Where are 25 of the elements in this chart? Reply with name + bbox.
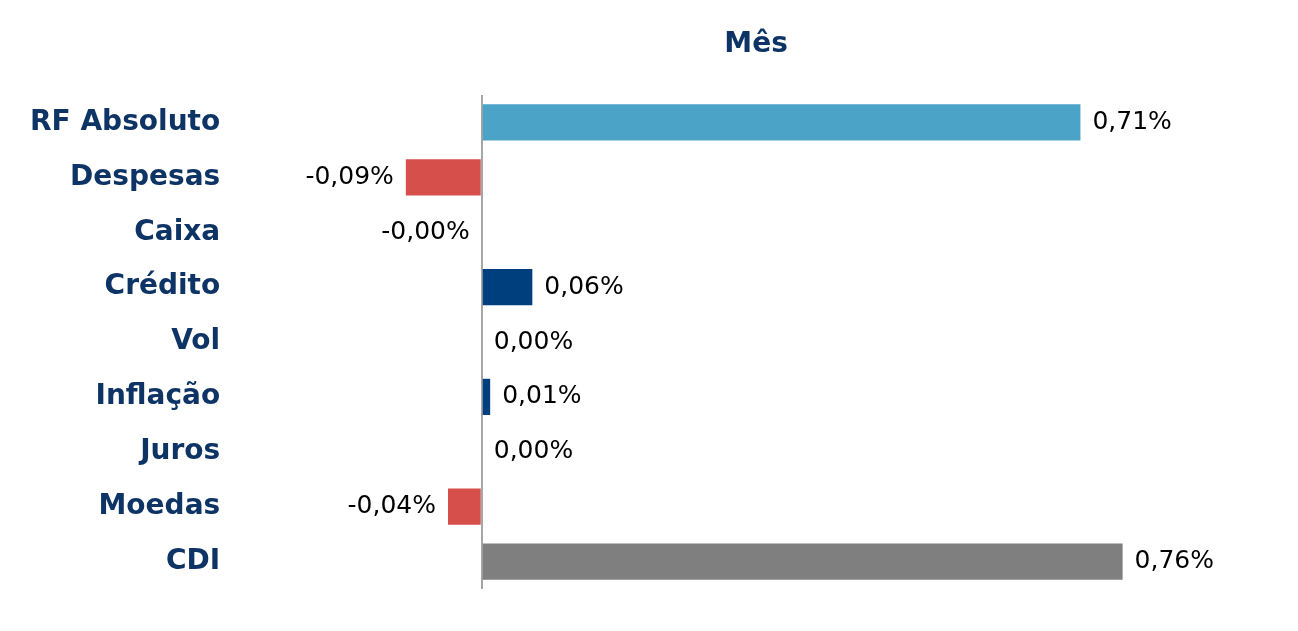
data-label: 0,00% bbox=[493, 325, 574, 355]
data-label: 0,00% bbox=[493, 435, 574, 465]
y-tick-label: RF Absoluto bbox=[30, 103, 221, 137]
y-tick-label: Crédito bbox=[104, 268, 221, 302]
bar bbox=[482, 378, 491, 415]
bar bbox=[405, 159, 481, 196]
data-label: 0,76% bbox=[1134, 545, 1215, 575]
data-label: -0,00% bbox=[381, 215, 470, 245]
y-tick-label: Inflação bbox=[95, 378, 221, 412]
data-label: 0,71% bbox=[1092, 105, 1172, 135]
y-tick-label: CDI bbox=[165, 542, 221, 576]
data-label: 0,06% bbox=[544, 270, 624, 300]
y-tick-label: Vol bbox=[171, 323, 221, 357]
bar bbox=[448, 488, 481, 525]
y-tick-label: Moedas bbox=[98, 487, 221, 521]
chart-title: Mês bbox=[724, 26, 788, 60]
y-tick-label: Juros bbox=[138, 433, 221, 467]
bar bbox=[482, 543, 1123, 580]
bar bbox=[482, 269, 533, 306]
y-tick-label: Caixa bbox=[134, 213, 221, 247]
y-tick-label: Despesas bbox=[70, 158, 221, 192]
data-label: -0,04% bbox=[347, 490, 436, 520]
bar bbox=[482, 104, 1081, 141]
data-label: -0,09% bbox=[305, 160, 394, 190]
data-label: 0,01% bbox=[502, 380, 582, 410]
